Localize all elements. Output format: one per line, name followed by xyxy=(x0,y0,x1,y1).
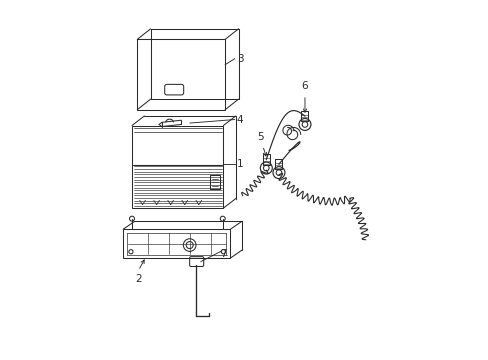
Bar xyxy=(210,175,220,189)
Text: 4: 4 xyxy=(236,114,243,125)
Text: 7: 7 xyxy=(220,249,227,259)
Text: 5: 5 xyxy=(257,132,263,142)
Text: 2: 2 xyxy=(135,274,142,284)
Text: 6: 6 xyxy=(301,81,307,91)
Bar xyxy=(301,111,308,121)
Bar xyxy=(262,154,269,165)
Bar xyxy=(275,159,282,170)
Text: 3: 3 xyxy=(236,54,243,64)
Text: 1: 1 xyxy=(236,159,243,169)
